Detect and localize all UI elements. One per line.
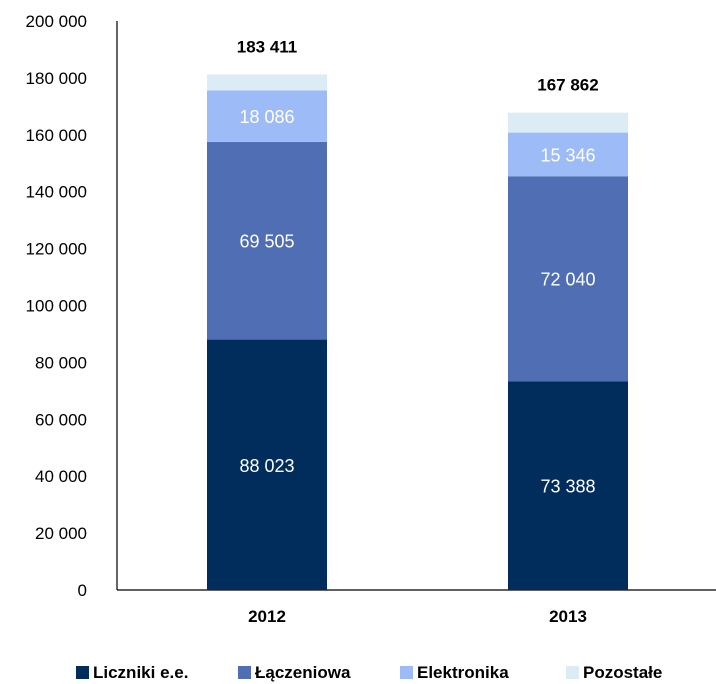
y-tick-label: 60 000 bbox=[35, 410, 87, 429]
bar-segment bbox=[207, 141, 327, 340]
y-tick-label: 200 000 bbox=[26, 12, 87, 31]
y-tick-label: 120 000 bbox=[26, 240, 87, 259]
data-label: 69 505 bbox=[239, 232, 294, 252]
total-label: 167 862 bbox=[537, 76, 598, 95]
data-label: 15 346 bbox=[540, 145, 595, 165]
y-tick-label: 140 000 bbox=[26, 183, 87, 202]
y-tick-label: 40 000 bbox=[35, 467, 87, 486]
data-label: 72 040 bbox=[540, 270, 595, 290]
legend-swatch bbox=[400, 666, 413, 679]
legend-swatch bbox=[566, 666, 579, 679]
bar-segment bbox=[508, 112, 628, 133]
x-tick-label: 2013 bbox=[549, 607, 587, 626]
y-tick-label: 20 000 bbox=[35, 524, 87, 543]
y-tick-label: 180 000 bbox=[26, 69, 87, 88]
bar-segment bbox=[207, 339, 327, 590]
legend-label: Elektronika bbox=[417, 663, 509, 682]
x-tick-label: 2012 bbox=[248, 607, 286, 626]
data-label: 18 086 bbox=[239, 107, 294, 127]
bar-segment bbox=[207, 90, 327, 142]
legend-label: Pozostałe bbox=[583, 663, 662, 682]
legend-label: Łączeniowa bbox=[255, 663, 351, 682]
legend-label: Liczniki e.e. bbox=[93, 663, 188, 682]
legend-swatch bbox=[76, 666, 89, 679]
y-tick-label: 160 000 bbox=[26, 126, 87, 145]
y-tick-label: 80 000 bbox=[35, 353, 87, 372]
data-label: 73 388 bbox=[540, 477, 595, 497]
bar-segment bbox=[508, 132, 628, 177]
y-tick-label: 0 bbox=[78, 581, 87, 600]
legend-swatch bbox=[238, 666, 251, 679]
bar-segment bbox=[508, 176, 628, 382]
total-label: 183 411 bbox=[237, 37, 298, 56]
y-tick-label: 100 000 bbox=[26, 297, 87, 316]
data-label: 88 023 bbox=[239, 456, 294, 476]
bar-segment bbox=[207, 74, 327, 91]
bar-segment bbox=[508, 381, 628, 590]
